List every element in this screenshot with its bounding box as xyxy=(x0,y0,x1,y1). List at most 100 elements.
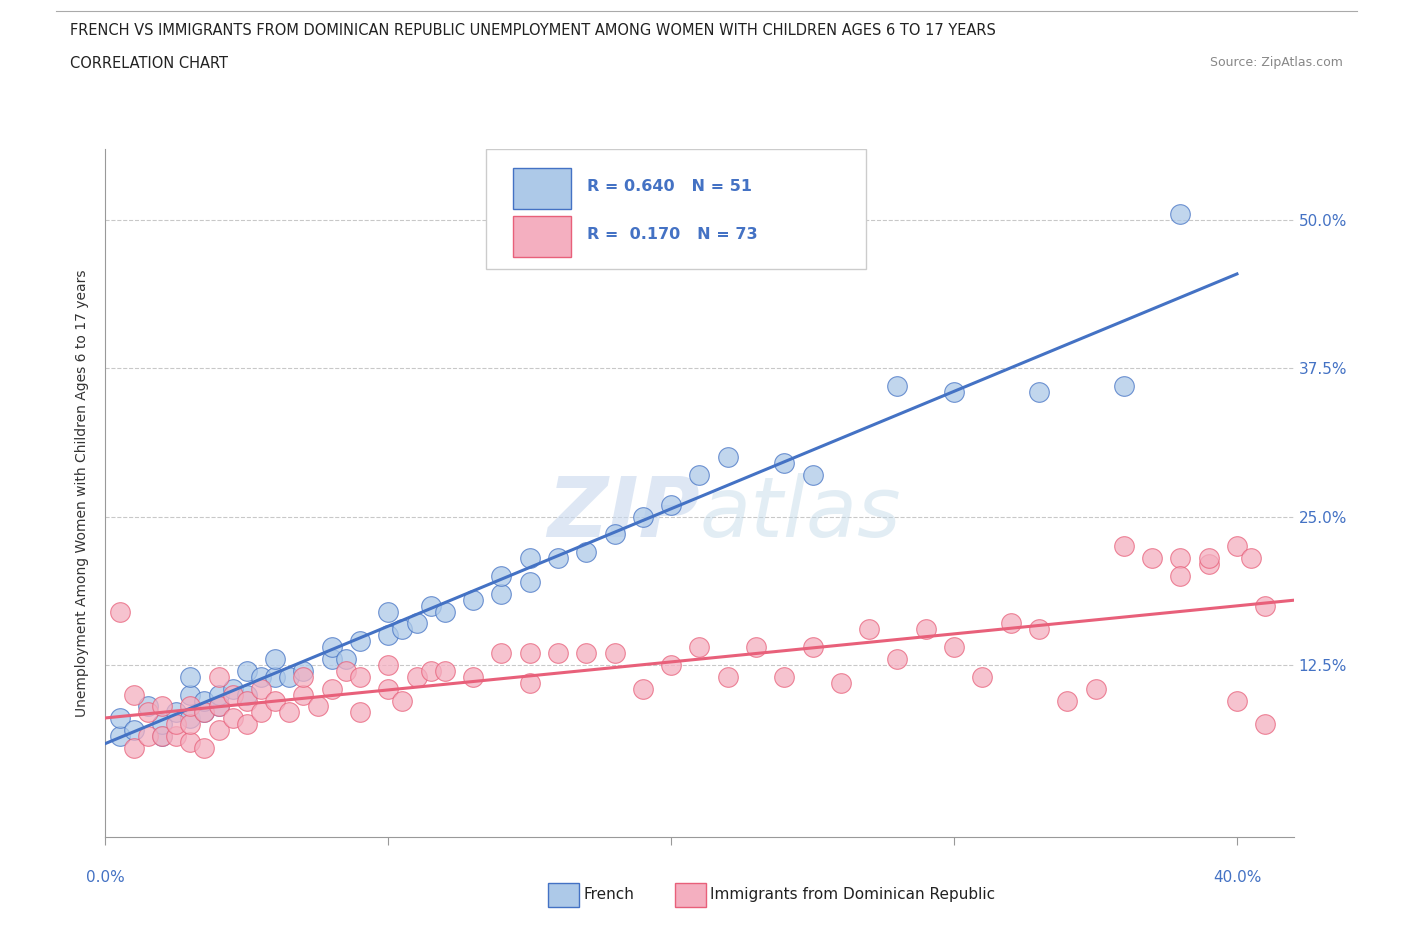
Point xyxy=(391,622,413,637)
Point xyxy=(307,699,329,714)
Y-axis label: Unemployment Among Women with Children Ages 6 to 17 years: Unemployment Among Women with Children A… xyxy=(76,269,90,717)
Point xyxy=(575,645,598,660)
Point xyxy=(193,693,215,708)
Point xyxy=(292,687,315,702)
Point xyxy=(207,723,229,737)
Point xyxy=(1198,557,1220,572)
Point xyxy=(222,687,245,702)
Point xyxy=(108,711,131,725)
Point xyxy=(1226,693,1249,708)
Point xyxy=(292,670,315,684)
Point xyxy=(292,663,315,678)
Point xyxy=(179,687,201,702)
Point xyxy=(250,682,273,697)
Point xyxy=(972,670,994,684)
Point xyxy=(222,711,245,725)
Point xyxy=(519,645,541,660)
Point xyxy=(801,640,824,655)
Point xyxy=(321,682,343,697)
Point xyxy=(207,670,229,684)
Point xyxy=(222,682,245,697)
Point xyxy=(405,670,427,684)
Point xyxy=(179,699,201,714)
Point xyxy=(108,604,131,619)
Point xyxy=(419,598,441,613)
Point xyxy=(236,687,259,702)
Point xyxy=(136,729,159,744)
Point xyxy=(321,640,343,655)
Point xyxy=(391,693,413,708)
Point xyxy=(1112,379,1135,393)
Text: R = 0.640   N = 51: R = 0.640 N = 51 xyxy=(586,179,752,194)
Point xyxy=(1170,206,1192,221)
Point xyxy=(193,740,215,755)
Point xyxy=(659,658,682,672)
Point xyxy=(179,717,201,732)
Text: 0.0%: 0.0% xyxy=(86,870,125,884)
Point xyxy=(519,551,541,565)
Point xyxy=(1170,551,1192,565)
Point xyxy=(207,687,229,702)
Point xyxy=(165,717,187,732)
Point xyxy=(264,693,287,708)
Text: CORRELATION CHART: CORRELATION CHART xyxy=(70,56,228,71)
Point xyxy=(207,699,229,714)
Point xyxy=(236,717,259,732)
Text: FRENCH VS IMMIGRANTS FROM DOMINICAN REPUBLIC UNEMPLOYMENT AMONG WOMEN WITH CHILD: FRENCH VS IMMIGRANTS FROM DOMINICAN REPU… xyxy=(70,23,997,38)
Point xyxy=(207,699,229,714)
Point xyxy=(1240,551,1263,565)
Point xyxy=(491,586,513,601)
Text: ZIP: ZIP xyxy=(547,473,700,554)
Point xyxy=(575,545,598,560)
Text: 40.0%: 40.0% xyxy=(1213,870,1261,884)
FancyBboxPatch shape xyxy=(513,168,571,208)
Point xyxy=(150,729,173,744)
Point xyxy=(321,652,343,667)
Text: French: French xyxy=(583,887,634,902)
Point xyxy=(349,633,371,648)
FancyBboxPatch shape xyxy=(513,217,571,257)
Point xyxy=(830,675,852,690)
Point xyxy=(377,682,399,697)
Point xyxy=(745,640,768,655)
Point xyxy=(193,705,215,720)
Point xyxy=(547,645,569,660)
Point xyxy=(433,663,456,678)
Point xyxy=(179,670,201,684)
Point xyxy=(179,735,201,750)
Point xyxy=(193,705,215,720)
Point xyxy=(1226,538,1249,553)
Point xyxy=(335,663,357,678)
Point xyxy=(236,693,259,708)
Text: atlas: atlas xyxy=(700,473,901,554)
Point xyxy=(943,640,966,655)
Point xyxy=(1170,568,1192,583)
Point xyxy=(886,652,908,667)
Point xyxy=(886,379,908,393)
Point xyxy=(689,468,711,483)
Point xyxy=(1254,717,1277,732)
Point xyxy=(405,616,427,631)
Point xyxy=(108,729,131,744)
Point xyxy=(377,604,399,619)
Point xyxy=(122,740,145,755)
Point xyxy=(858,622,880,637)
Point xyxy=(603,645,626,660)
Point xyxy=(717,670,740,684)
Point xyxy=(943,385,966,400)
Point xyxy=(1198,551,1220,565)
Text: Source: ZipAtlas.com: Source: ZipAtlas.com xyxy=(1209,56,1343,69)
Point xyxy=(278,705,301,720)
Point xyxy=(122,687,145,702)
Point xyxy=(150,729,173,744)
Point xyxy=(136,705,159,720)
Point xyxy=(1000,616,1022,631)
Point xyxy=(377,658,399,672)
Point xyxy=(1254,598,1277,613)
Point xyxy=(659,498,682,512)
Point xyxy=(335,652,357,667)
Point xyxy=(689,640,711,655)
Point xyxy=(1056,693,1078,708)
Point xyxy=(547,551,569,565)
Point xyxy=(264,652,287,667)
